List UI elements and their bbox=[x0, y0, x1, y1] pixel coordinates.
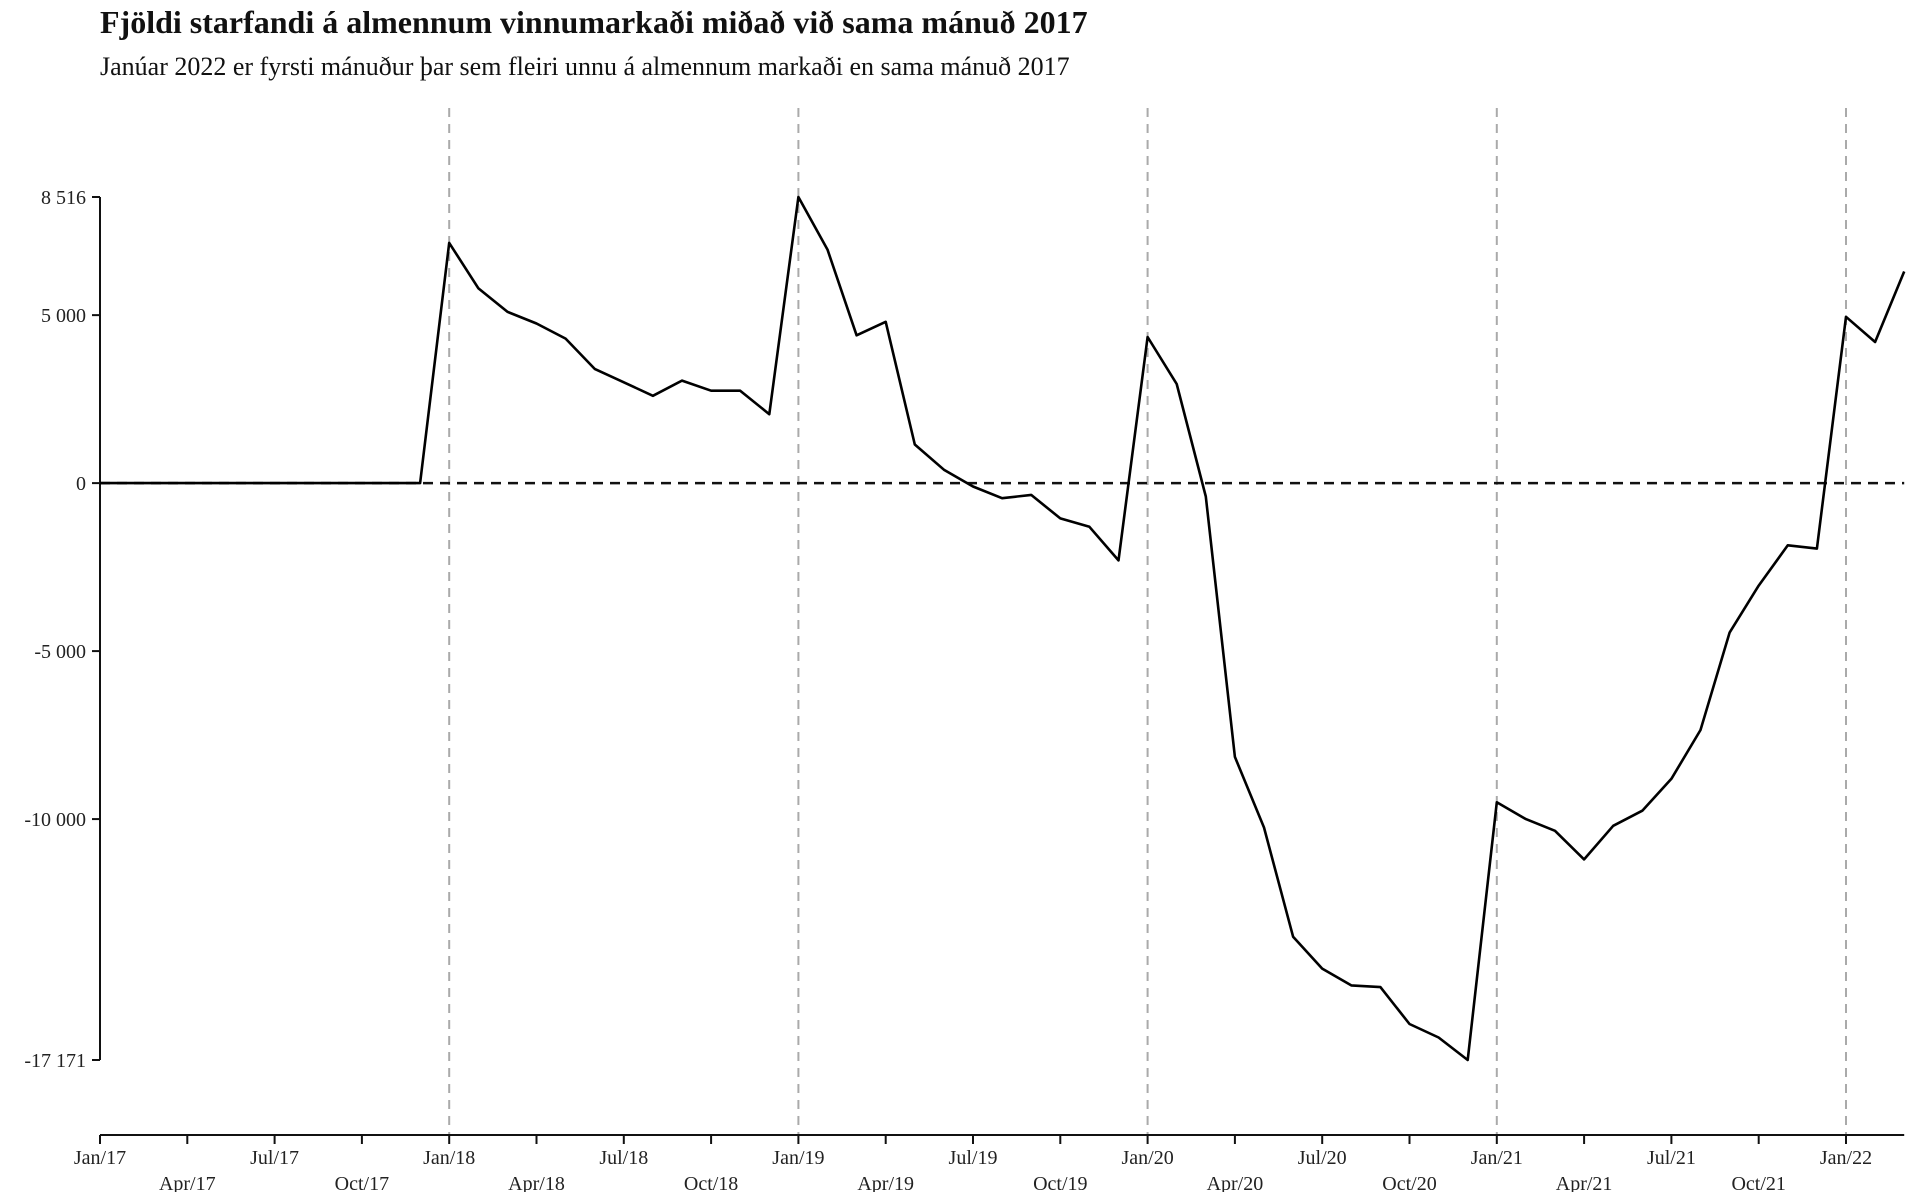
x-tick-label: Apr/18 bbox=[508, 1173, 565, 1192]
y-tick-label: -10 000 bbox=[24, 809, 86, 831]
x-tick-label: Oct/19 bbox=[1033, 1173, 1087, 1192]
series-layer bbox=[100, 195, 1906, 1062]
x-tick-label: Apr/19 bbox=[857, 1173, 914, 1192]
x-tick-label: Apr/20 bbox=[1207, 1173, 1264, 1192]
y-tick-label: 0 bbox=[76, 473, 86, 495]
x-tick-label: Jan/20 bbox=[1121, 1147, 1173, 1169]
x-tick-label: Apr/21 bbox=[1556, 1173, 1613, 1192]
chart-title: Fjöldi starfandi á almennum vinnumarkaði… bbox=[100, 4, 1088, 40]
x-tick-label: Jul/17 bbox=[250, 1147, 299, 1169]
x-tick-label: Jul/20 bbox=[1298, 1147, 1347, 1169]
x-tick-label: Jul/18 bbox=[599, 1147, 648, 1169]
series-line bbox=[100, 195, 1906, 1062]
y-tick-label: -17 171 bbox=[24, 1050, 86, 1072]
y-tick-label: 8 516 bbox=[41, 187, 86, 209]
x-tick-label: Oct/18 bbox=[684, 1173, 738, 1192]
y-tick-label: -5 000 bbox=[34, 641, 86, 663]
vertical-year-markers bbox=[448, 108, 1847, 1135]
x-tick-label: Jan/17 bbox=[74, 1147, 126, 1169]
x-tick-label: Jan/19 bbox=[772, 1147, 824, 1169]
chart-subtitle: Janúar 2022 er fyrsti mánuður þar sem fl… bbox=[100, 52, 1070, 81]
x-tick-label: Oct/20 bbox=[1382, 1173, 1436, 1192]
x-tick-label: Oct/21 bbox=[1731, 1173, 1785, 1192]
x-tick-label: Jul/21 bbox=[1647, 1147, 1696, 1169]
x-tick-label: Jan/18 bbox=[423, 1147, 475, 1169]
y-tick-labels: 8 516 5 000 0 -5 000 -10 000 -17 171 bbox=[24, 187, 86, 1072]
axes bbox=[92, 196, 1905, 1144]
x-tick-label: Jul/19 bbox=[949, 1147, 998, 1169]
x-tick-label: Jan/21 bbox=[1471, 1147, 1523, 1169]
x-tick-label: Jan/22 bbox=[1820, 1147, 1872, 1169]
x-tick-labels: Jan/17 Apr/17 Jul/17 Oct/17 Jan/18 Apr/18 Jul/… bbox=[74, 1147, 1872, 1192]
x-tick-label: Apr/17 bbox=[159, 1173, 216, 1192]
y-tick-label: 5 000 bbox=[41, 305, 86, 327]
x-tick-label: Oct/17 bbox=[335, 1173, 389, 1192]
